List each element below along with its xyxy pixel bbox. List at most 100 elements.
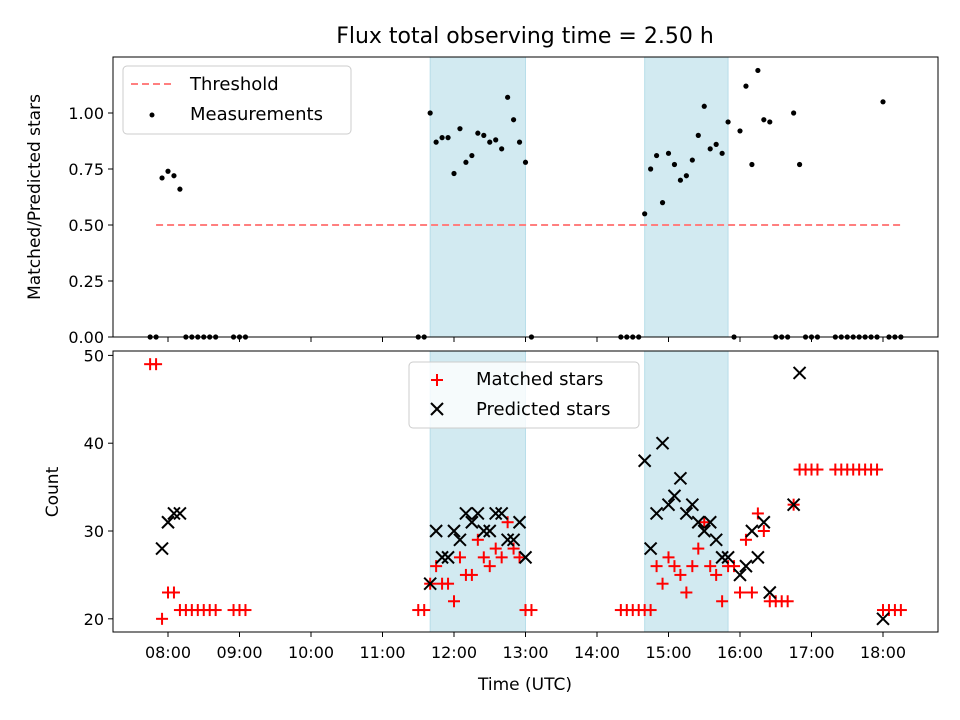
measurement-point-59 bbox=[761, 117, 767, 123]
measurement-point-22 bbox=[457, 126, 463, 132]
shaded-interval-2 bbox=[644, 350, 729, 633]
matched-star-point-2 bbox=[156, 612, 169, 625]
legend-threshold-label: Threshold bbox=[189, 74, 279, 95]
matched-star-point-22 bbox=[453, 551, 466, 564]
bottom-legend: Matched stars Predicted stars bbox=[408, 361, 640, 429]
bottom-xtick-label-17-00: 17:00 bbox=[788, 643, 834, 662]
matched-star-point-49 bbox=[698, 516, 711, 529]
matched-star-point-45 bbox=[674, 568, 687, 581]
matched-star-point-40 bbox=[644, 604, 657, 617]
matched-star-point-48 bbox=[692, 542, 705, 555]
predicted-star-point-36 bbox=[733, 568, 747, 582]
bottom-xtick-label-15-00: 15:00 bbox=[645, 643, 691, 662]
measurement-point-57 bbox=[749, 161, 755, 168]
measurement-point-27 bbox=[487, 139, 493, 145]
matched-star-point-42 bbox=[656, 577, 669, 590]
bottom-ytick-label-30: 30 bbox=[84, 522, 104, 541]
predicted-star-point-32 bbox=[703, 515, 717, 529]
matched-star-point-29 bbox=[495, 551, 508, 564]
matched-star-point-11 bbox=[209, 604, 222, 617]
measurement-point-24 bbox=[469, 152, 475, 159]
predicted-star-point-39 bbox=[751, 550, 765, 565]
bottom-xtick-label-14-00: 14:00 bbox=[574, 643, 620, 662]
predicted-star-point-29 bbox=[685, 497, 700, 512]
predicted-star-point-1 bbox=[161, 515, 175, 529]
predicted-star-point-23 bbox=[649, 506, 664, 521]
measurement-point-50 bbox=[707, 146, 713, 152]
measurement-point-2 bbox=[159, 175, 165, 181]
matched-star-point-1 bbox=[150, 358, 163, 371]
measurement-point-28 bbox=[493, 137, 499, 143]
matched-star-point-26 bbox=[477, 551, 490, 564]
legend-measurements-swatch bbox=[149, 112, 155, 118]
bottom-ytick-label-20: 20 bbox=[84, 610, 104, 629]
top-ytick-label-0-00: 0.00 bbox=[68, 328, 104, 347]
measurement-point-77 bbox=[880, 99, 886, 105]
predicted-star-point-31 bbox=[697, 524, 711, 538]
predicted-star-point-40 bbox=[757, 515, 771, 529]
predicted-star-point-34 bbox=[715, 550, 729, 565]
measurement-point-44 bbox=[671, 161, 678, 168]
predicted-star-point-19 bbox=[512, 515, 527, 529]
matched-star-point-4 bbox=[167, 586, 180, 599]
predicted-star-point-21 bbox=[637, 454, 652, 468]
predicted-star-point-42 bbox=[786, 497, 801, 512]
measurement-point-18 bbox=[433, 139, 439, 145]
matched-star-point-44 bbox=[668, 560, 681, 573]
bottom-legend-box bbox=[408, 361, 640, 429]
predicted-star-point-26 bbox=[667, 489, 682, 503]
chart-title: Flux total observing time = 2.50 h bbox=[336, 24, 714, 49]
bottom-xtick-label-09-00: 09:00 bbox=[216, 643, 262, 662]
measurement-point-42 bbox=[659, 200, 666, 206]
bottom-xtick-label-18-00: 18:00 bbox=[860, 643, 906, 662]
legend-measurements-label: Measurements bbox=[190, 104, 323, 125]
predicted-star-point-14 bbox=[483, 524, 497, 538]
predicted-star-point-7 bbox=[441, 550, 455, 565]
predicted-star-point-37 bbox=[739, 559, 753, 573]
measurement-point-46 bbox=[683, 173, 689, 179]
shaded-interval-1 bbox=[429, 56, 526, 338]
predicted-star-point-10 bbox=[459, 506, 473, 521]
measurement-point-49 bbox=[701, 103, 707, 109]
predicted-star-point-27 bbox=[673, 471, 688, 486]
matched-star-point-50 bbox=[704, 560, 717, 573]
matched-star-point-43 bbox=[662, 551, 675, 564]
predicted-star-point-20 bbox=[518, 550, 533, 565]
predicted-star-point-17 bbox=[500, 533, 515, 547]
matched-star-point-32 bbox=[513, 551, 526, 564]
predicted-star-point-18 bbox=[506, 533, 521, 547]
measurement-point-53 bbox=[725, 119, 731, 125]
measurement-point-17 bbox=[427, 110, 433, 116]
bottom-xtick-label-10-00: 10:00 bbox=[288, 643, 334, 662]
measurement-point-25 bbox=[475, 130, 481, 136]
top-y-axis-label: Matched/Predicted stars bbox=[25, 94, 45, 300]
shaded-interval-2 bbox=[644, 56, 729, 338]
predicted-star-point-33 bbox=[709, 533, 723, 547]
measurement-point-4 bbox=[171, 173, 177, 179]
bottom-xtick-label-16-00: 16:00 bbox=[717, 643, 763, 662]
measurement-point-51 bbox=[713, 141, 719, 147]
measurement-point-64 bbox=[791, 110, 797, 116]
top-ytick-label-0-50: 0.50 bbox=[68, 216, 104, 235]
predicted-star-point-9 bbox=[453, 533, 467, 547]
measurement-point-52 bbox=[719, 150, 725, 156]
measurement-point-3 bbox=[165, 168, 171, 174]
predicted-star-point-25 bbox=[661, 497, 676, 512]
matched-star-point-76 bbox=[871, 463, 884, 476]
predicted-star-point-15 bbox=[489, 506, 503, 521]
bottom-xtick-label-08-00: 08:00 bbox=[145, 643, 191, 662]
bottom-panel: 20 30 40 50 08:00 09:00 10:00 11:00 12:00 13:00 14… bbox=[43, 346, 939, 695]
measurement-point-40 bbox=[648, 166, 654, 172]
measurement-point-23 bbox=[463, 159, 469, 165]
legend-matched-label: Matched stars bbox=[476, 369, 603, 390]
predicted-star-point-16 bbox=[494, 506, 509, 521]
predicted-star-point-28 bbox=[679, 506, 694, 521]
measurement-point-29 bbox=[499, 146, 505, 152]
matched-star-point-27 bbox=[483, 560, 496, 573]
bottom-y-axis-label: Count bbox=[43, 466, 63, 517]
measurement-point-55 bbox=[737, 128, 743, 134]
measurement-point-39 bbox=[642, 211, 648, 217]
top-legend: Threshold Measurements bbox=[122, 65, 352, 135]
matched-star-point-47 bbox=[686, 560, 699, 573]
